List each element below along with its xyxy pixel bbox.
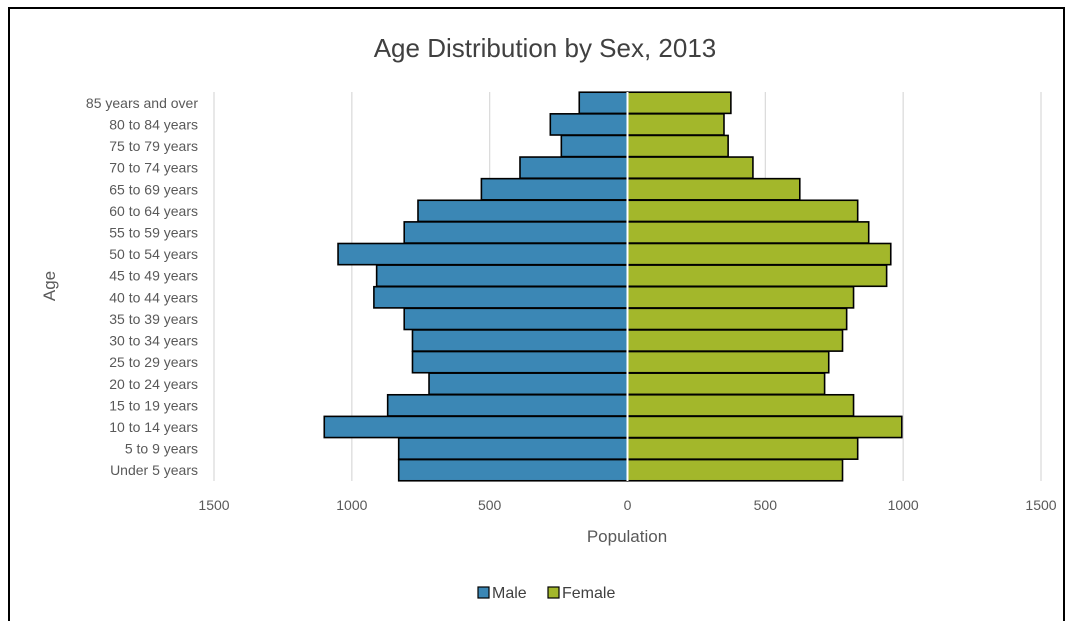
bar-male (411, 350, 629, 374)
legend: Male Female (477, 585, 615, 602)
bar-male (480, 177, 629, 201)
bar-female (626, 91, 732, 115)
bar-male (578, 91, 629, 115)
x-tick-label: 500 (754, 497, 778, 513)
chart-title: Age Distribution by Sex, 2013 (374, 33, 717, 63)
bar-male (323, 415, 629, 439)
bar-male (549, 113, 629, 136)
bar-female (626, 113, 725, 136)
bar-male (397, 437, 629, 460)
category-label: 35 to 39 years (109, 311, 198, 327)
category-label: Under 5 years (110, 462, 198, 478)
bar-female (626, 221, 870, 244)
category-label: 40 to 44 years (109, 289, 198, 305)
category-label: 45 to 49 years (109, 268, 198, 284)
x-tick-labels: 1500 1000 500 0 500 1000 1500 (198, 497, 1056, 513)
bar-male (403, 221, 629, 244)
bar-female (626, 415, 903, 439)
category-label: 5 to 9 years (125, 441, 198, 457)
bar-female (626, 177, 801, 201)
legend-swatch-female (547, 586, 560, 599)
x-tick-label: 1500 (198, 497, 229, 513)
bar-male (411, 329, 629, 352)
bar-female (626, 242, 892, 266)
category-labels: Under 5 years 5 to 9 years 10 to 14 years 1… (86, 95, 198, 478)
bar-male (375, 264, 629, 288)
bar-male (337, 242, 629, 266)
category-label: 70 to 74 years (109, 160, 198, 176)
bar-male (386, 393, 629, 417)
bar-female (626, 285, 855, 309)
category-label: 25 to 29 years (109, 354, 198, 370)
bar-female (626, 199, 859, 223)
bar-male (373, 285, 629, 309)
category-label: 85 years and over (86, 95, 198, 111)
bar-female (626, 307, 848, 331)
bar-female (626, 134, 729, 158)
bars (323, 91, 903, 482)
x-tick-label: 1000 (336, 497, 367, 513)
bar-female (626, 372, 826, 396)
bar-female (626, 264, 888, 288)
bar-male (428, 372, 629, 396)
x-axis-title: Population (587, 527, 667, 546)
y-axis-title: Age (40, 271, 59, 301)
bar-female (626, 458, 844, 482)
category-label: 50 to 54 years (109, 246, 198, 262)
bar-male (417, 199, 629, 223)
category-label: 20 to 24 years (109, 376, 198, 392)
category-label: 75 to 79 years (109, 138, 198, 154)
legend-label-male: Male (492, 585, 527, 602)
x-tick-label: 0 (624, 497, 632, 513)
category-label: 30 to 34 years (109, 333, 198, 349)
category-label: 60 to 64 years (109, 203, 198, 219)
bar-male (403, 307, 629, 331)
category-label: 10 to 14 years (109, 419, 198, 435)
x-tick-label: 1000 (888, 497, 919, 513)
bar-female (626, 437, 859, 460)
bar-female (626, 350, 830, 374)
legend-label-female: Female (562, 585, 615, 602)
category-label: 55 to 59 years (109, 224, 198, 240)
bar-male (397, 458, 629, 482)
category-label: 15 to 19 years (109, 397, 198, 413)
bar-female (626, 329, 844, 352)
x-tick-label: 1500 (1025, 497, 1056, 513)
category-label: 65 to 69 years (109, 181, 198, 197)
bar-female (626, 393, 855, 417)
bar-male (519, 156, 629, 180)
bar-male (560, 134, 629, 158)
bar-female (626, 156, 754, 180)
legend-swatch-male (477, 586, 490, 599)
x-tick-label: 500 (478, 497, 502, 513)
category-label: 80 to 84 years (109, 116, 198, 132)
